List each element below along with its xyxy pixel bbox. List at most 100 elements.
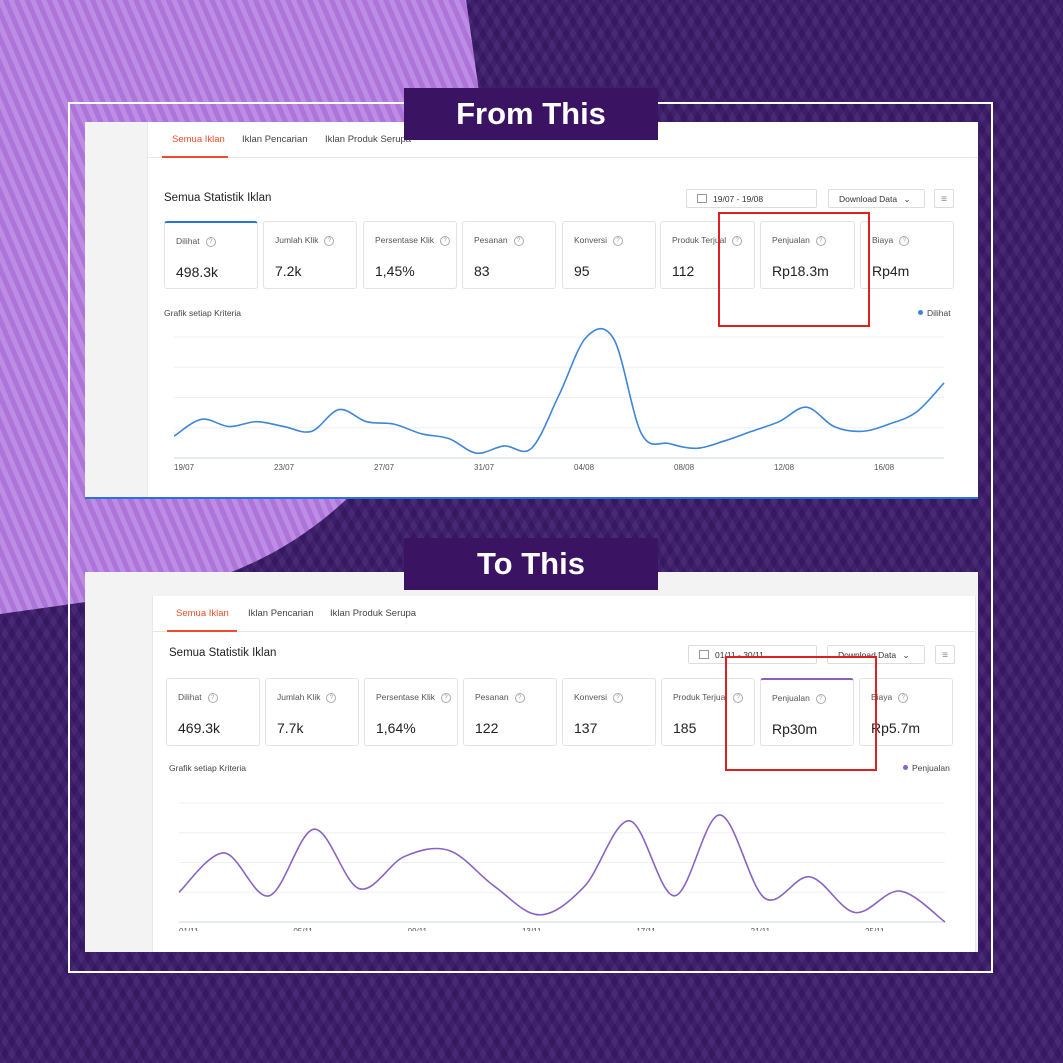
metric-card-7[interactable]: Biaya? Rp4m xyxy=(860,221,954,289)
x-tick-label: 19/07 xyxy=(174,463,195,472)
help-icon[interactable]: ? xyxy=(207,693,218,703)
x-tick-label: 09/11 xyxy=(408,927,428,931)
from-this-label: From This xyxy=(404,88,658,140)
x-tick-label: 27/07 xyxy=(374,463,395,472)
metric-card-4[interactable]: Konversi? 95 xyxy=(562,221,656,289)
metric-name-text: Persentase Klik xyxy=(375,235,435,245)
chart-legend: Penjualan xyxy=(903,763,950,773)
date-range-picker[interactable]: 01/11 - 30/11 xyxy=(688,645,817,664)
chart-title: Grafik setiap Kriteria xyxy=(164,308,241,318)
x-tick-label: 12/08 xyxy=(774,463,795,472)
metric-card-0[interactable]: Dilihat? 498.3k xyxy=(164,221,258,289)
legend-dot-icon xyxy=(918,310,923,315)
help-icon[interactable]: ? xyxy=(440,236,451,246)
metric-name-text: Konversi xyxy=(574,692,608,702)
metric-card-3[interactable]: Pesanan? 83 xyxy=(462,221,556,289)
metric-card-0[interactable]: Dilihat? 469.3k xyxy=(166,678,260,746)
metric-name: Produk Terjual? xyxy=(673,692,744,703)
menu-icon[interactable]: ≡ xyxy=(935,645,955,664)
download-data-label: Download Data xyxy=(839,194,898,204)
ads-panel: Semua Iklan Iklan Pencarian Iklan Produk… xyxy=(147,122,978,499)
metric-value: 7.2k xyxy=(275,263,302,279)
metric-card-6[interactable]: Penjualan? Rp30m xyxy=(760,678,854,746)
active-tab-indicator xyxy=(162,156,228,158)
metric-name-text: Dilihat xyxy=(176,236,200,246)
metric-card-5[interactable]: Produk Terjual? 185 xyxy=(661,678,755,746)
metric-card-1[interactable]: Jumlah Klik? 7.7k xyxy=(265,678,359,746)
tab-bar: Semua Iklan Iklan Pencarian Iklan Produk… xyxy=(148,122,978,158)
metric-name: Jumlah Klik? xyxy=(277,692,337,703)
bottom-border xyxy=(85,497,978,499)
metric-name: Jumlah Klik? xyxy=(275,235,335,246)
download-data-button[interactable]: Download Data ⌄ xyxy=(828,189,925,208)
x-tick-label: 25/11 xyxy=(865,927,885,931)
metric-card-2[interactable]: Persentase Klik? 1,64% xyxy=(364,678,458,746)
metric-name: Konversi? xyxy=(574,692,624,703)
metric-card-6[interactable]: Penjualan? Rp18.3m xyxy=(760,221,855,289)
help-icon[interactable]: ? xyxy=(732,236,743,246)
metric-name-text: Biaya xyxy=(872,235,894,245)
tab-iklan-pencarian[interactable]: Iklan Pencarian xyxy=(248,608,314,619)
tab-iklan-pencarian[interactable]: Iklan Pencarian xyxy=(242,134,308,145)
x-tick-label: 21/11 xyxy=(751,927,771,931)
help-icon[interactable]: ? xyxy=(613,693,624,703)
metric-name: Pesanan? xyxy=(475,692,525,703)
help-icon[interactable]: ? xyxy=(324,236,335,246)
tab-iklan-produk-serupa[interactable]: Iklan Produk Serupa xyxy=(325,134,412,145)
metric-card-5[interactable]: Produk Terjual? 112 xyxy=(660,221,755,289)
metric-value: 122 xyxy=(475,720,499,736)
help-icon[interactable]: ? xyxy=(514,693,525,703)
metric-value: 112 xyxy=(672,263,695,279)
metric-value: 1,45% xyxy=(375,263,415,279)
metric-card-3[interactable]: Pesanan? 122 xyxy=(463,678,557,746)
metric-value: Rp30m xyxy=(772,721,818,737)
help-icon[interactable]: ? xyxy=(733,693,744,703)
metric-name-text: Penjualan xyxy=(772,693,810,703)
tab-iklan-produk-serupa[interactable]: Iklan Produk Serupa xyxy=(330,608,417,619)
metric-value: 137 xyxy=(574,720,598,736)
legend-label: Penjualan xyxy=(912,763,950,773)
metric-name: Penjualan? xyxy=(772,235,826,246)
metric-name: Dilihat? xyxy=(178,692,218,703)
metric-value: 1,64% xyxy=(376,720,416,736)
download-data-label: Download Data xyxy=(838,650,897,660)
date-range-value: 19/07 - 19/08 xyxy=(713,194,764,204)
x-tick-label: 17/11 xyxy=(636,927,656,931)
metric-name-text: Konversi xyxy=(574,235,608,245)
metric-name: Persentase Klik? xyxy=(375,235,451,246)
help-icon[interactable]: ? xyxy=(899,236,910,246)
help-icon[interactable]: ? xyxy=(441,693,452,703)
metric-name: Biaya? xyxy=(871,692,909,703)
help-icon[interactable]: ? xyxy=(326,693,337,703)
help-icon[interactable]: ? xyxy=(613,236,624,246)
date-range-picker[interactable]: 19/07 - 19/08 xyxy=(686,189,817,208)
to-this-label: To This xyxy=(404,538,658,590)
metric-name-text: Penjualan xyxy=(772,235,810,245)
calendar-icon xyxy=(699,650,709,659)
screenshot-before: Semua Iklan Iklan Pencarian Iklan Produk… xyxy=(85,122,978,499)
chevron-down-icon: ⌄ xyxy=(903,194,911,204)
chart-title: Grafik setiap Kriteria xyxy=(169,763,246,773)
metric-value: Rp5.7m xyxy=(871,720,921,736)
metric-name-text: Jumlah Klik xyxy=(275,235,319,245)
metric-name-text: Produk Terjual xyxy=(672,235,727,245)
metric-value: 469.3k xyxy=(178,720,221,736)
help-icon[interactable]: ? xyxy=(815,694,826,704)
menu-icon[interactable]: ≡ xyxy=(934,189,954,208)
tab-semua-iklan[interactable]: Semua Iklan xyxy=(176,608,229,619)
help-icon[interactable]: ? xyxy=(513,236,524,246)
help-icon[interactable]: ? xyxy=(815,236,826,246)
metric-card-2[interactable]: Persentase Klik? 1,45% xyxy=(363,221,457,289)
legend-dot-icon xyxy=(903,765,908,770)
metric-value: 185 xyxy=(673,720,697,736)
help-icon[interactable]: ? xyxy=(898,693,909,703)
metric-card-1[interactable]: Jumlah Klik? 7.2k xyxy=(263,221,357,289)
metric-value: 498.3k xyxy=(176,264,219,280)
tab-semua-iklan[interactable]: Semua Iklan xyxy=(172,134,225,145)
metric-value: 7.7k xyxy=(277,720,304,736)
legend-label: Dilihat xyxy=(927,308,951,318)
metric-card-4[interactable]: Konversi? 137 xyxy=(562,678,656,746)
help-icon[interactable]: ? xyxy=(205,237,216,247)
x-tick-label: 01/11 xyxy=(179,927,199,931)
metric-card-7[interactable]: Biaya? Rp5.7m xyxy=(859,678,953,746)
